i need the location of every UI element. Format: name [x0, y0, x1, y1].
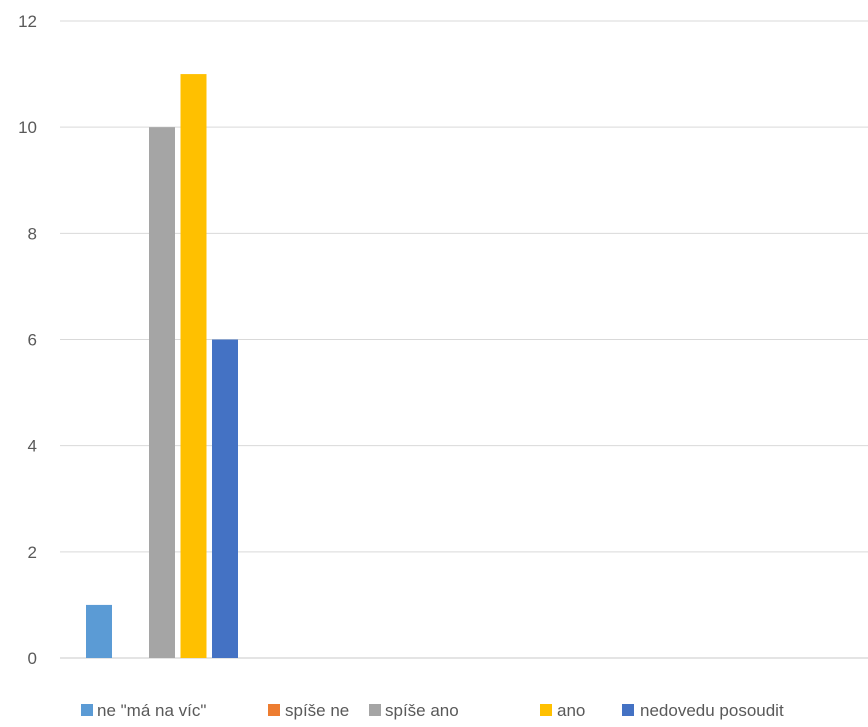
y-tick-label-4: 4	[28, 437, 37, 456]
legend: ne "má na víc" spíše ne spíše ano ano nedove…	[81, 701, 784, 720]
y-axis-tick-labels: 0 2 4 6 8 10 12	[18, 12, 37, 668]
legend-swatch-3	[540, 704, 552, 716]
bar-4	[212, 339, 238, 658]
legend-swatch-0	[81, 704, 93, 716]
y-tick-label-10: 10	[18, 118, 37, 137]
legend-label-4: nedovedu posoudit	[640, 701, 784, 720]
bar-3	[180, 74, 207, 659]
bar-0	[86, 604, 112, 658]
legend-label-3: ano	[557, 701, 585, 720]
y-tick-label-12: 12	[18, 12, 37, 31]
y-tick-label-8: 8	[28, 224, 37, 243]
legend-swatch-1	[268, 704, 280, 716]
legend-label-0: ne "má na víc"	[97, 701, 206, 720]
legend-swatch-4	[622, 704, 634, 716]
bars	[86, 74, 238, 659]
y-tick-label-2: 2	[28, 543, 37, 562]
legend-label-2: spíše ano	[385, 701, 459, 720]
y-tick-label-0: 0	[28, 649, 37, 668]
y-tick-label-6: 6	[28, 331, 37, 350]
legend-label-1: spíše ne	[285, 701, 349, 720]
bar-2	[149, 127, 175, 658]
legend-swatch-2	[369, 704, 381, 716]
